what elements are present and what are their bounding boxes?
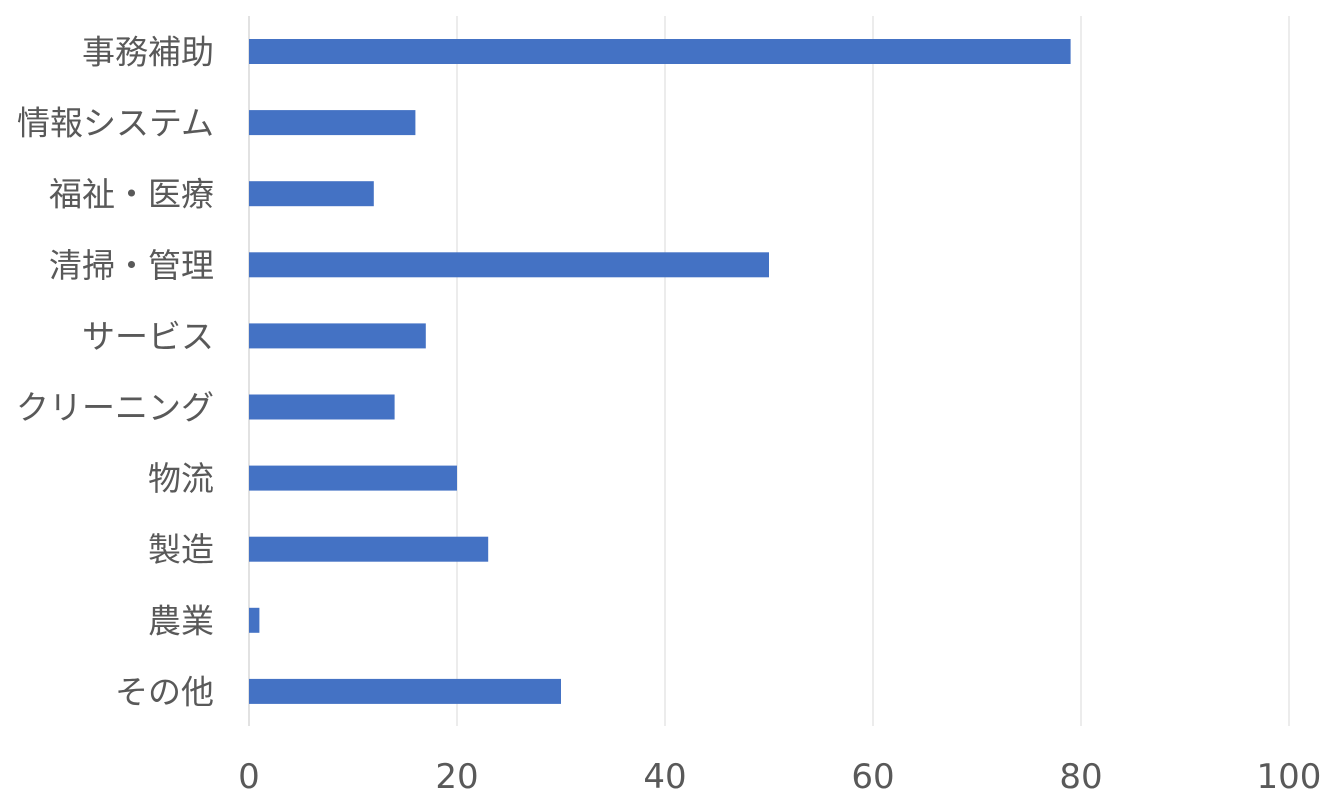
category-label: 農業 [148,601,214,640]
bar [249,536,489,562]
x-tick-label: 100 [1257,757,1322,797]
x-tick-labels: 0 20 40 60 80 100 [238,757,1321,797]
bar [249,39,1071,64]
category-label: 福祉・医療 [49,175,214,214]
bars [249,39,1071,704]
bar [249,678,561,704]
x-tick-label: 80 [1059,757,1102,797]
x-tick-label: 60 [851,757,894,797]
category-label: その他 [115,672,214,711]
x-tick-label: 0 [238,757,260,797]
category-label: 清掃・管理 [49,246,214,285]
bar [249,465,457,491]
gridlines [248,16,1290,726]
x-tick-label: 40 [643,757,686,797]
category-label: 製造 [148,530,214,569]
bar [249,110,416,136]
category-label: クリーニング [16,388,214,427]
bar [249,323,426,349]
bar [249,181,374,207]
category-label: 事務補助 [82,33,214,72]
bar [249,252,769,278]
category-label: サービス [82,317,214,356]
x-tick-label: 20 [435,757,478,797]
bar [249,607,260,633]
category-label: 情報システム [17,104,214,143]
category-label: 物流 [148,459,214,498]
bar [249,394,395,420]
